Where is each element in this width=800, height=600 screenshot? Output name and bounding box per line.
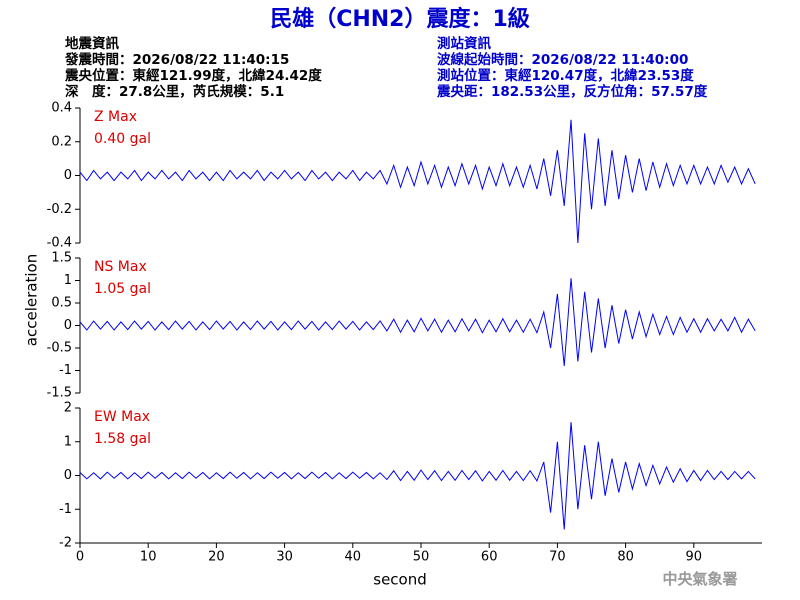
info-left: 發震時間：2026/08/22 11:40:15 — [64, 51, 289, 68]
x-tick-label: 80 — [617, 550, 634, 565]
y-tick-label: 1 — [64, 434, 72, 449]
y-tick-label: -1 — [59, 502, 72, 517]
y-tick-label: -0.2 — [47, 202, 72, 217]
y-tick-label: 1.5 — [51, 251, 72, 266]
max-annotation: EW Max — [94, 409, 150, 425]
max-annotation: 1.05 gal — [94, 281, 151, 297]
y-tick-label: -0.5 — [47, 341, 72, 356]
max-annotation: NS Max — [94, 259, 147, 275]
waveform — [79, 119, 756, 244]
y-tick-label: 1 — [64, 273, 72, 288]
info-right: 測站位置：東經120.47度，北緯23.53度 — [437, 67, 694, 84]
x-tick-label: 20 — [208, 550, 225, 565]
x-tick-label: 40 — [345, 550, 362, 565]
x-tick-label: 10 — [140, 550, 157, 565]
info-right: 波線起始時間：2026/08/22 11:40:00 — [437, 51, 688, 68]
y-tick-label: -1.5 — [47, 386, 72, 401]
x-axis-label: second — [373, 571, 427, 589]
y-tick-label: 0.4 — [51, 101, 72, 116]
y-tick-label: -2 — [59, 536, 72, 551]
y-tick-label: -0.4 — [47, 236, 72, 251]
max-annotation: 1.58 gal — [94, 431, 151, 447]
title: 民雄（CHN2）震度：1級 — [270, 6, 530, 32]
waveform — [79, 278, 756, 367]
y-tick-label: 0.2 — [51, 134, 72, 149]
y-axis-label: acceleration — [23, 254, 41, 346]
x-tick-label: 70 — [549, 550, 566, 565]
x-tick-label: 50 — [413, 550, 430, 565]
info-right: 震央距：182.53公里，反方位角：57.57度 — [436, 83, 708, 100]
waveform — [79, 422, 756, 530]
x-tick-label: 0 — [76, 550, 84, 565]
y-tick-label: 2 — [64, 401, 72, 416]
footer: 中央氣象署 — [662, 570, 737, 588]
y-tick-label: 0.5 — [51, 296, 72, 311]
info-left: 地震資訊 — [65, 35, 119, 52]
y-tick-label: 0 — [64, 468, 72, 483]
max-annotation: Z Max — [94, 109, 137, 125]
max-annotation: 0.40 gal — [94, 131, 151, 147]
x-tick-label: 30 — [276, 550, 293, 565]
y-tick-label: -1 — [59, 363, 72, 378]
x-tick-label: 90 — [686, 550, 703, 565]
info-right: 測站資訊 — [437, 35, 491, 52]
y-tick-label: 0 — [64, 318, 72, 333]
info-left: 震央位置：東經121.99度，北緯24.42度 — [64, 67, 322, 84]
x-tick-label: 60 — [481, 550, 498, 565]
info-left: 深 度：27.8公里，芮氏規模：5.1 — [65, 83, 284, 100]
y-tick-label: 0 — [64, 168, 72, 183]
